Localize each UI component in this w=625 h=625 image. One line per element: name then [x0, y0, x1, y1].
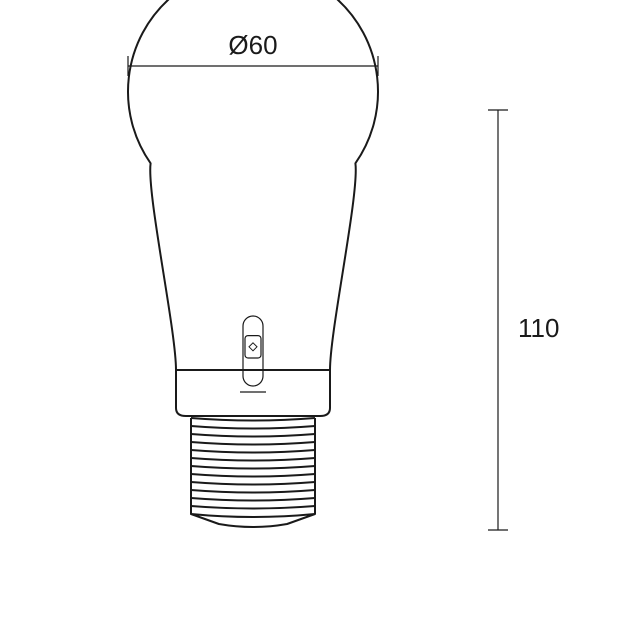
thread-ridge: [191, 498, 315, 501]
thread-ridge: [191, 474, 315, 477]
bulb-glass-outline: [128, 0, 378, 408]
bulb-switch-marker: [249, 343, 257, 351]
thread-ridge: [191, 458, 315, 461]
thread-ridge: [191, 418, 315, 421]
thread-ridge: [191, 466, 315, 469]
bulb-collar-bottom: [176, 408, 330, 416]
dim-height-label: 110: [518, 313, 559, 343]
thread-ridge: [191, 506, 315, 509]
thread-contact-tip: [191, 514, 315, 527]
dim-diameter-label: Ø60: [228, 30, 277, 60]
thread-ridge: [191, 450, 315, 453]
dimension-diagram: Ø60 110: [0, 0, 625, 625]
thread-ridge: [191, 426, 315, 429]
bulb-switch-knob: [245, 336, 261, 358]
thread-ridge: [191, 490, 315, 493]
thread-ridge: [191, 442, 315, 445]
thread-ridge: [191, 434, 315, 437]
thread-ridge: [191, 482, 315, 485]
